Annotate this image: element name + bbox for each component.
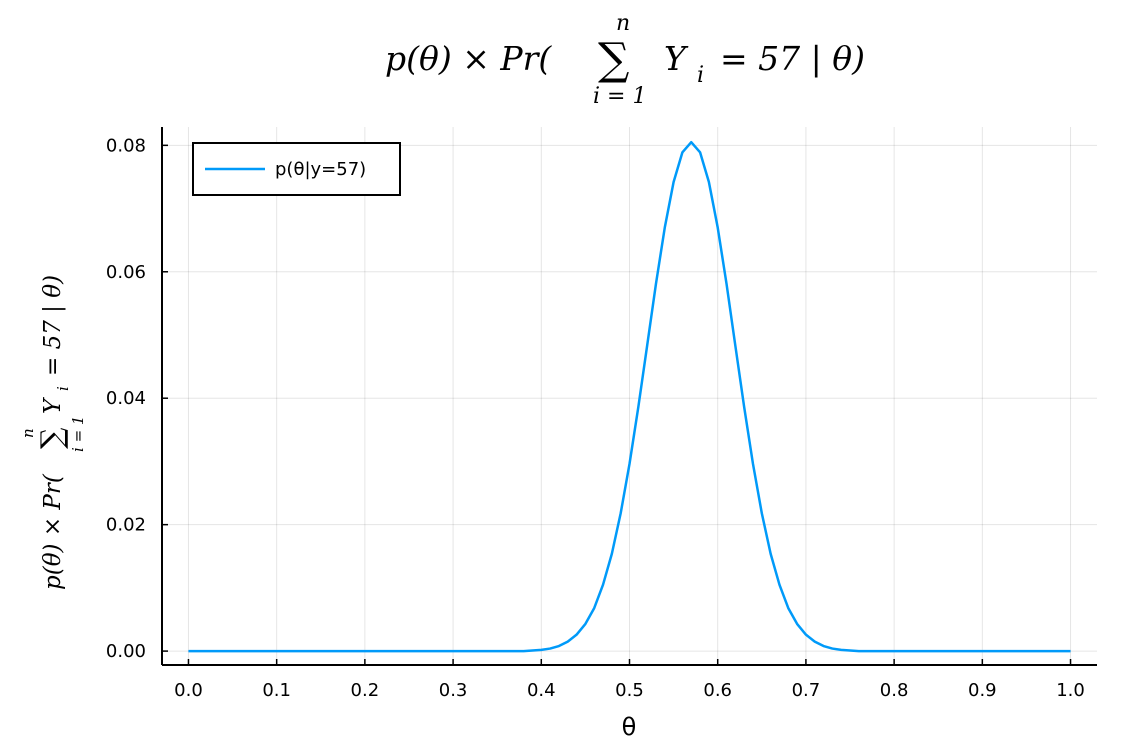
- ylabel-var: Y: [40, 396, 66, 414]
- x-tick-label: 0.1: [262, 680, 291, 701]
- x-axis-label: θ: [622, 713, 637, 741]
- y-tick-label: 0.02: [106, 515, 146, 536]
- x-tick-label: 0.5: [615, 680, 644, 701]
- y-tick-label: 0.06: [106, 262, 146, 283]
- data-line: [188, 140, 1071, 653]
- x-tick-label: 0.7: [792, 680, 821, 701]
- y-tick-label: 0.04: [106, 388, 146, 409]
- ylabel-lower: i = 1: [69, 416, 87, 452]
- x-tick-label: 0.6: [703, 680, 732, 701]
- ylabel-sub: i: [54, 386, 72, 391]
- x-tick-label: 0.4: [527, 680, 556, 701]
- x-tick-label: 0.9: [968, 680, 997, 701]
- title-sub: i: [697, 63, 704, 88]
- title-upper: n: [616, 11, 630, 36]
- ylabel-prefix: p(θ) × Pr(: [40, 473, 66, 590]
- title-var: Y: [664, 39, 689, 78]
- legend-label: p(θ|y=57): [275, 159, 366, 180]
- legend: p(θ|y=57): [192, 142, 401, 196]
- y-tick-label: 0.08: [106, 135, 146, 156]
- x-tick-label: 0.8: [880, 680, 909, 701]
- x-tick-label: 0.3: [439, 680, 468, 701]
- ylabel-sum: ∑: [35, 427, 70, 449]
- title-sum: ∑: [598, 34, 629, 85]
- x-tick-label: 0.2: [351, 680, 380, 701]
- ylabel-upper: n: [19, 428, 37, 438]
- ylabel-rest: = 57 | θ): [40, 275, 66, 376]
- y-axis-label: p(θ) × Pr( ∑ n i = 1 Y i = 57 | θ): [19, 275, 87, 590]
- chart-title: p(θ) × Pr( ∑ n i = 1 Y i = 57 | θ): [385, 11, 865, 109]
- title-lower: i = 1: [593, 84, 646, 109]
- title-rest: = 57 | θ): [720, 39, 865, 78]
- title-prefix: p(θ) × Pr(: [385, 39, 552, 78]
- x-tick-label: 0.0: [174, 680, 203, 701]
- x-tick-label: 1.0: [1056, 680, 1085, 701]
- y-tick-label: 0.00: [106, 641, 146, 662]
